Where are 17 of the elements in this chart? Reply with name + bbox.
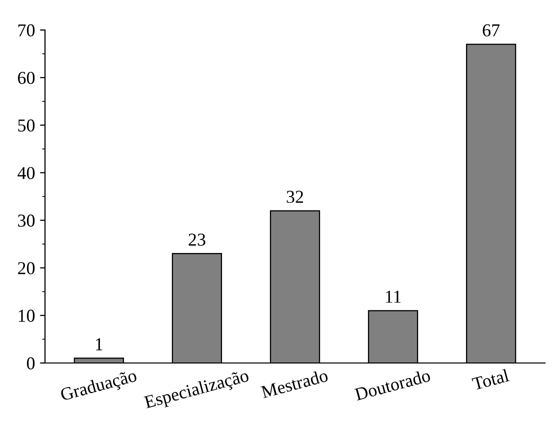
y-tick-label: 60: [18, 72, 35, 84]
y-tick-label: 30: [18, 214, 35, 227]
x-tick-label: Mestrado: [260, 368, 328, 398]
x-tick-label: Graduação: [60, 368, 138, 404]
data-label: 23: [188, 234, 206, 246]
data-label: 32: [286, 190, 304, 203]
y-tick-label: 20: [18, 262, 35, 274]
y-tick-label: 0: [26, 357, 35, 370]
data-label: 1: [96, 338, 102, 350]
y-tick-label: 10: [18, 310, 35, 322]
x-tick-label: Doutorado: [354, 368, 431, 401]
x-tick-label: Total: [471, 368, 510, 390]
y-tick-label: 70: [18, 24, 35, 36]
data-label: 67: [482, 24, 500, 36]
y-tick-label: 40: [18, 166, 35, 180]
y-tick-label: 50: [18, 119, 35, 132]
data-label: 11: [386, 290, 401, 303]
